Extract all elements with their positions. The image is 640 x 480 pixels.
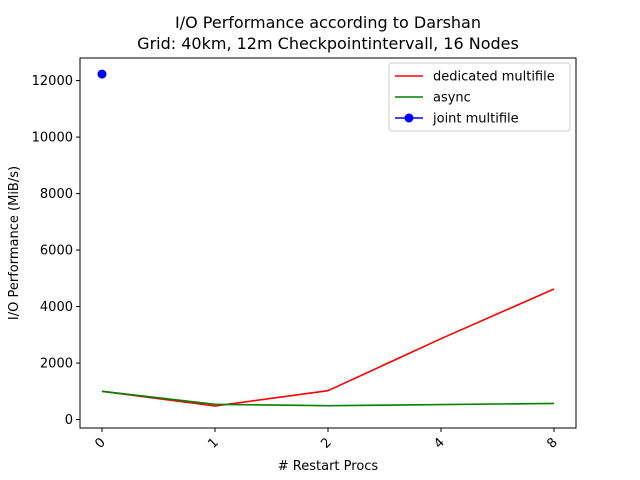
y-tick-label: 2000 — [40, 357, 73, 372]
legend: dedicated multifile async joint multifile — [388, 62, 571, 132]
series-point-2 — [97, 69, 107, 79]
x-tick-label: 4 — [431, 435, 447, 451]
legend-label-1: async — [433, 91, 471, 106]
y-axis: 0 2000 4000 6000 8000 10000 12000 — [32, 74, 80, 428]
x-tick-label: 8 — [544, 435, 560, 451]
legend-label-2: joint multifile — [432, 112, 519, 127]
x-axis: 0 1 2 4 8 — [92, 428, 561, 452]
y-tick-label: 0 — [65, 413, 73, 428]
legend-marker-2 — [404, 113, 414, 123]
y-tick-label: 10000 — [32, 131, 73, 146]
y-axis-label: I/O Performance (MiB/s) — [7, 166, 22, 320]
series-line-0 — [101, 288, 555, 407]
x-tick-label: 0 — [92, 435, 108, 451]
chart-title: I/O Performance according to Darshan — [175, 13, 481, 32]
y-tick-label: 12000 — [32, 74, 73, 89]
y-tick-label: 6000 — [40, 244, 73, 259]
series-line-1 — [101, 390, 555, 407]
x-axis-label: # Restart Procs — [278, 459, 379, 474]
legend-box — [388, 62, 571, 132]
chart-subtitle: Grid: 40km, 12m Checkpointintervall, 16 … — [137, 34, 519, 53]
y-tick-label: 8000 — [40, 187, 73, 202]
series-layer — [97, 69, 555, 407]
x-tick-label: 1 — [205, 435, 221, 451]
y-tick-label: 4000 — [40, 300, 73, 315]
x-tick-label: 2 — [318, 435, 334, 451]
legend-label-0: dedicated multifile — [433, 70, 555, 85]
